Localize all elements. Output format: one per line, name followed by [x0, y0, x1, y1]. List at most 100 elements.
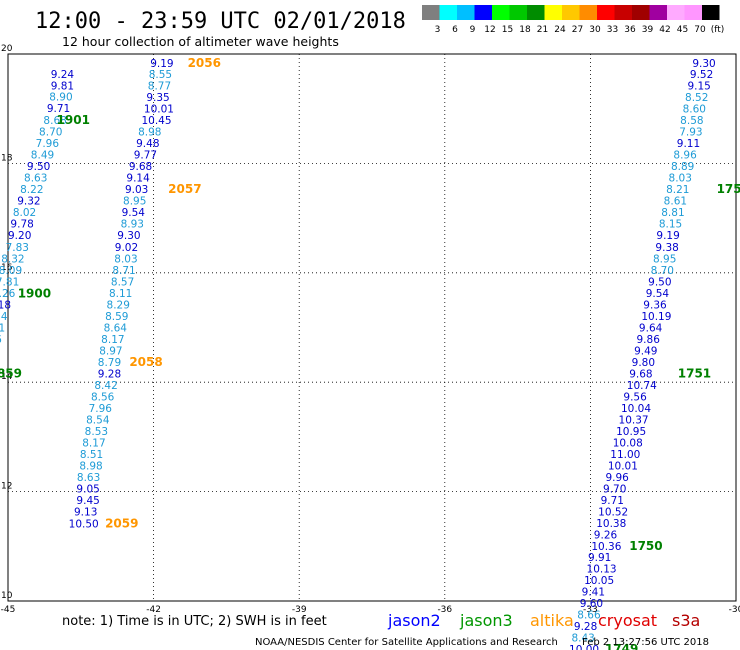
wave-height-value: 8.70 — [651, 265, 674, 277]
wave-height-value: 9.11 — [677, 138, 700, 150]
wave-height-value: 9.64 — [639, 323, 663, 335]
wave-height-value: 8.54 — [86, 414, 110, 426]
colorbar-label: 36 — [624, 25, 636, 35]
wave-height-value: 8.51 — [80, 449, 103, 461]
wave-height-value: 9.24 — [51, 69, 75, 81]
wave-height-value: 9.19 — [656, 230, 679, 242]
time-label: 2056 — [188, 56, 221, 70]
wave-height-value: 8.90 — [49, 92, 72, 104]
wave-height-value: 7.96 — [89, 403, 113, 415]
wave-height-value: 10.01 — [608, 460, 638, 472]
wave-height-value: 9.50 — [648, 277, 671, 289]
wave-height-value: 8.43 — [571, 633, 594, 645]
wave-height-value: 9.71 — [47, 103, 70, 115]
wave-height-value: 8.49 — [31, 150, 54, 162]
colorbar-swatch — [597, 5, 615, 20]
wave-height-value: 9.68 — [129, 161, 152, 173]
wave-height-value: 9.60 — [580, 598, 603, 610]
wave-height-value: 8.89 — [671, 161, 694, 173]
satellite-jason3: jason3 — [459, 611, 513, 630]
wave-height-value: 9.56 — [623, 391, 647, 403]
wave-height-value: 8.77 — [148, 81, 171, 93]
wave-height-value: 8.61 — [664, 196, 687, 208]
wave-height-value: 10.19 — [641, 311, 671, 323]
wave-height-value: 7.96 — [36, 138, 60, 150]
wave-height-value: 8.60 — [683, 104, 706, 116]
colorbar-legend: 3 6 9 12 15 18 21 24 27 30 33 36 39 42 45 70 (ft) — [422, 5, 724, 35]
wave-height-value: 9.32 — [17, 196, 40, 208]
time-label: 2057 — [168, 182, 201, 196]
wave-height-value: 9.86 — [637, 334, 661, 346]
wave-height-value: 10.04 — [621, 403, 651, 415]
wave-height-value: 8.66 — [577, 610, 601, 622]
colorbar-swatch — [544, 5, 562, 20]
satellite-legend: jason2 jason3 altika cryosat s3a — [387, 611, 700, 630]
wave-height-value: 9.77 — [134, 150, 157, 162]
wave-height-value: 8.93 — [121, 219, 144, 231]
wave-height-value: 9.54 — [122, 207, 146, 219]
wave-height-value: 8.55 — [149, 69, 172, 81]
colorbar-swatch — [527, 5, 545, 20]
plot-area: -45-42-39-36-33-30101214161820 9.249.818… — [0, 44, 740, 650]
wave-height-value: 9.28 — [574, 621, 597, 633]
wave-height-value: 8.98 — [138, 127, 161, 139]
colorbar-swatch — [422, 5, 440, 20]
colorbar-label: 9 — [470, 25, 476, 35]
wave-height-value: 8.32 — [1, 254, 24, 266]
time-label: 1749 — [605, 642, 638, 650]
wave-height-value: 9.03 — [125, 184, 148, 196]
wave-height-value: 10.52 — [598, 506, 628, 518]
wave-height-value: 8.03 — [669, 173, 692, 185]
wave-height-value: 9.54 — [646, 288, 670, 300]
y-tick-label: 18 — [1, 153, 13, 163]
wave-height-value: 9.70 — [603, 483, 626, 495]
wave-height-value: 8.64 — [104, 323, 128, 335]
plot-frame — [7, 53, 737, 602]
wave-height-value: 7.83 — [6, 242, 29, 254]
wave-height-value: 8.59 — [105, 311, 128, 323]
wave-height-value: 8.52 — [685, 92, 708, 104]
wave-height-value: 9.28 — [98, 368, 121, 380]
wave-height-value: 11.00 — [610, 449, 640, 461]
wave-height-value: 10.00 — [569, 644, 599, 650]
wave-height-value: 9.80 — [632, 357, 655, 369]
note-text: note: 1) Time is in UTC; 2) SWH is in fe… — [62, 614, 327, 629]
wave-height-value: 10.95 — [616, 426, 646, 438]
wave-height-value: 9.35 — [146, 92, 169, 104]
wave-height-value: 9.38 — [655, 242, 678, 254]
wave-height-value: 8.79 — [98, 357, 121, 369]
wave-height-value: 8.26 — [0, 288, 16, 300]
colorbar-label: 33 — [607, 25, 618, 35]
chart-title: 12:00 - 23:59 UTC 02/01/2018 — [35, 9, 406, 34]
credit-text: NOAA/NESDIS Center for Satellite Applica… — [255, 637, 558, 648]
wave-height-value: 8.97 — [99, 345, 122, 357]
wave-height-value: 8.70 — [39, 127, 62, 139]
wave-height-value: 7.81 — [0, 277, 19, 289]
colorbar-swatch — [684, 5, 702, 20]
wave-height-value: 8.66 — [0, 334, 2, 346]
track-A: 9.249.818.909.718.688.707.968.499.508.63… — [0, 69, 90, 380]
wave-height-value: 9.48 — [136, 138, 159, 150]
wave-height-value: 8.95 — [123, 196, 146, 208]
colorbar-label: (ft) — [711, 25, 725, 35]
wave-height-value: 8.17 — [82, 437, 105, 449]
wave-height-value: 8.54 — [0, 311, 8, 323]
wave-height-value: 10.45 — [141, 115, 171, 127]
colorbar-label: 30 — [589, 25, 601, 35]
colorbar-swatch — [562, 5, 580, 20]
y-tick-label: 10 — [1, 591, 13, 601]
satellite-altika: altika — [530, 611, 574, 630]
wave-height-value: 9.18 — [0, 300, 11, 312]
y-tick-label: 20 — [1, 44, 13, 54]
colorbar-swatch — [579, 5, 597, 20]
wave-height-value: 8.98 — [79, 460, 102, 472]
wave-height-value: 10.36 — [591, 541, 621, 553]
wave-height-value: 8.68 — [43, 115, 66, 127]
satellite-jason2: jason2 — [387, 611, 441, 630]
x-tick-label: -30 — [729, 605, 740, 615]
wave-height-value: 9.78 — [10, 219, 33, 231]
wave-height-value: 9.49 — [634, 345, 657, 357]
track-C: 9.309.529.158.528.608.587.939.118.968.89… — [569, 58, 740, 650]
wave-height-value: 8.21 — [666, 184, 689, 196]
x-tick-label: -42 — [146, 605, 161, 615]
